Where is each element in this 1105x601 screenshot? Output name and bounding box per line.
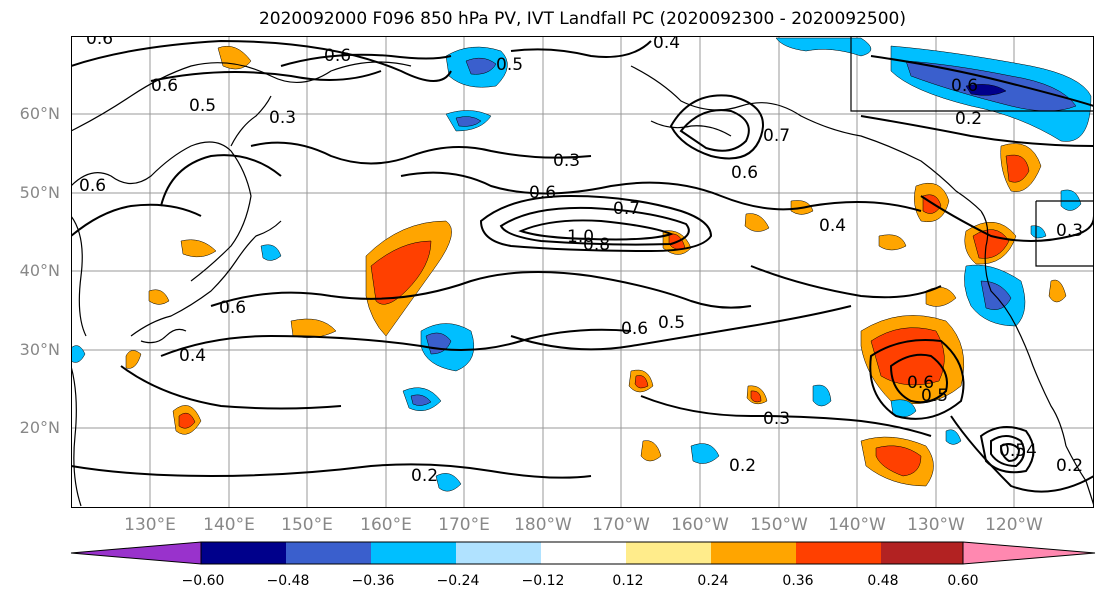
map-canvas: 0.6 0.6 0.6 0.5 0.3 0.5 0.4 0.7 0.6 0.6 …: [71, 36, 1094, 508]
colorbar-tick: −0.12: [521, 573, 565, 589]
map-title: 2020092000 F096 850 hPa PV, IVT Landfall…: [258, 9, 906, 29]
contour-label: 0.2: [1056, 456, 1083, 476]
coastlines: [71, 36, 1094, 507]
contour-label: 0.6: [219, 298, 246, 318]
lon-label: 140°E: [203, 515, 255, 535]
lat-label: 60°N: [19, 104, 60, 123]
lon-label: 130°E: [124, 515, 176, 535]
contour-label: 0.6: [951, 76, 978, 96]
contour-label: 0.4: [653, 36, 680, 53]
colorbar-tick: 0.60: [947, 573, 979, 589]
contour-label: 0.6: [621, 319, 648, 339]
lon-label: 160°W: [671, 515, 729, 535]
colorbar-segment: [711, 542, 796, 564]
contour-label: 0.54: [999, 441, 1037, 461]
lon-label: 150°W: [750, 515, 808, 535]
pv-contours: [71, 39, 1094, 493]
contour-label: 0.3: [763, 409, 790, 429]
colorbar-tick: 0.24: [697, 573, 729, 589]
contour-label: 0.2: [411, 466, 438, 486]
contour-label: 0.6: [907, 373, 934, 393]
graticule: [71, 36, 1094, 508]
contour-label: 0.5: [658, 313, 685, 333]
ivt-fill-patches: [71, 37, 1092, 492]
contour-label: 0.6: [731, 163, 758, 183]
contour-label: 0.7: [613, 199, 640, 219]
lat-label: 20°N: [19, 418, 60, 437]
colorbar-tick: 0.12: [612, 573, 644, 589]
lat-label: 50°N: [19, 183, 60, 202]
lon-label: 150°E: [281, 515, 333, 535]
colorbar-segment: [456, 542, 541, 564]
contour-label: 0.7: [763, 126, 790, 146]
colorbar-segment: [286, 542, 371, 564]
lon-label: 160°E: [360, 515, 412, 535]
colorbar-tick: −0.48: [266, 573, 310, 589]
colorbar-segment: [626, 542, 711, 564]
colorbar-svg: [70, 541, 1096, 565]
contour-label: 0.2: [729, 456, 756, 476]
colorbar-tick: 0.48: [867, 573, 899, 589]
contour-label: 0.2: [955, 109, 982, 129]
lon-label: 170°E: [438, 515, 490, 535]
contour-label: 0.3: [553, 151, 580, 171]
colorbar-segment: [371, 542, 456, 564]
contour-label: 0.6: [86, 36, 113, 49]
lon-label: 180°W: [514, 515, 572, 535]
contour-label: 0.6: [151, 76, 178, 96]
contour-label: 0.5: [496, 55, 523, 75]
contour-label: 0.4: [819, 216, 846, 236]
contour-label: 0.6: [79, 176, 106, 196]
colorbar-segment: [201, 542, 286, 564]
colorbar-tick: 0.36: [782, 573, 814, 589]
lon-label: 170°W: [592, 515, 650, 535]
contour-label: 0.6: [324, 46, 351, 66]
lat-label: 30°N: [19, 340, 60, 359]
lon-label: 130°W: [907, 515, 965, 535]
colorbar-segment: [796, 542, 881, 564]
contour-label: 0.6: [529, 183, 556, 203]
colorbar-segment: [541, 542, 626, 564]
colorbar-tick: −0.36: [351, 573, 395, 589]
lat-label: 40°N: [19, 261, 60, 280]
lon-label: 140°W: [828, 515, 886, 535]
contour-label: 0.3: [269, 108, 296, 128]
contour-label-group: 0.6 0.6 0.6 0.5 0.3 0.5 0.4 0.7 0.6 0.6 …: [79, 36, 1083, 486]
contour-label: 0.5: [189, 96, 216, 116]
contour-label: 0.5: [921, 386, 948, 406]
colorbar-extend-low: [70, 541, 202, 565]
contour-label: 0.3: [1056, 221, 1083, 241]
lon-label: 120°W: [985, 515, 1043, 535]
colorbar-tick: −0.24: [436, 573, 480, 589]
contour-label: 1.0: [567, 227, 594, 247]
map-area[interactable]: 0.6 0.6 0.6 0.5 0.3 0.5 0.4 0.7 0.6 0.6 …: [71, 36, 1094, 508]
colorbar-tick: −0.60: [181, 573, 225, 589]
colorbar-extend-high: [962, 541, 1096, 565]
contour-label: 0.4: [179, 346, 206, 366]
contour-label: 0.8: [583, 235, 610, 255]
colorbar: [68, 539, 1098, 567]
colorbar-segment: [881, 542, 963, 564]
